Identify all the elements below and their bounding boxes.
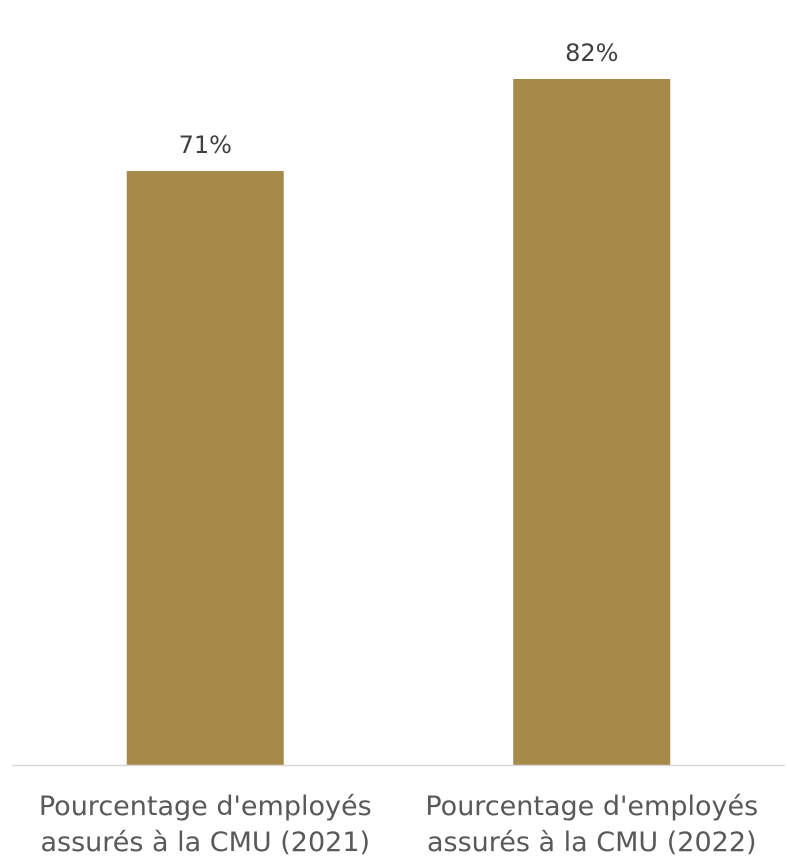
bar-1 (126, 171, 284, 765)
category-label-line: Pourcentage d'employés (425, 791, 758, 822)
category-label-line: Pourcentage d'employés (39, 791, 372, 822)
category-labels-group: Pourcentage d'employés assurés à la CMU (… (39, 791, 758, 858)
category-label-2: Pourcentage d'employés assurés à la CMU (… (425, 791, 758, 858)
category-label-line: assurés à la CMU (2022) (427, 827, 757, 858)
bars-group (126, 79, 671, 765)
data-labels-group: 71% 82% (179, 39, 619, 159)
category-label-line: assurés à la CMU (2021) (40, 827, 370, 858)
bar-2 (513, 79, 671, 765)
category-label-1: Pourcentage d'employés assurés à la CMU (… (39, 791, 372, 858)
data-label-1: 71% (179, 131, 232, 159)
data-label-2: 82% (565, 39, 618, 67)
